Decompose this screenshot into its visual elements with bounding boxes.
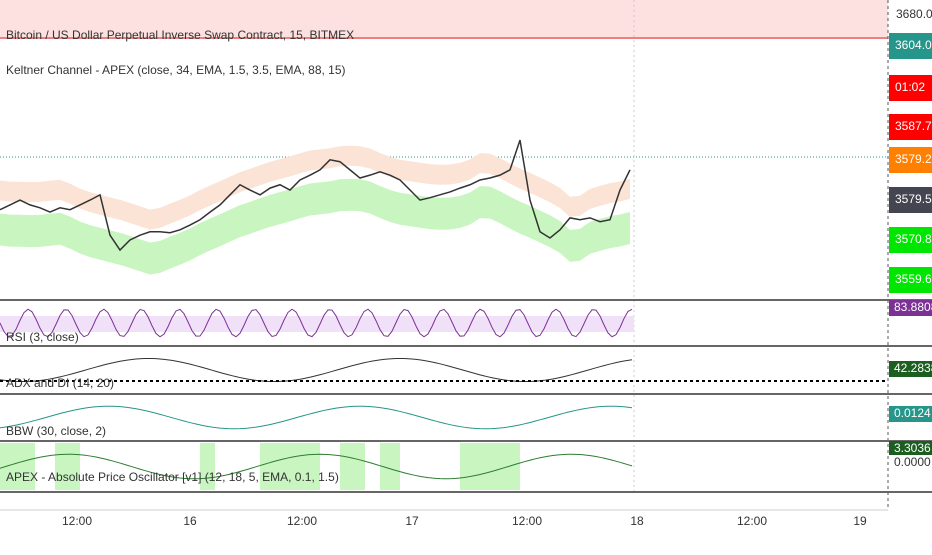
time-label: 12:00	[737, 514, 767, 528]
price-tag: 3587.7	[895, 119, 932, 133]
time-label: 19	[853, 514, 867, 528]
price-tag: 3604.0	[895, 38, 932, 52]
panel-tag-bg	[889, 455, 932, 471]
price-tag-bg	[889, 227, 932, 253]
price-tag-bg	[889, 75, 932, 101]
panel-tag-bg	[889, 406, 932, 422]
panel-tag: 3.3036	[894, 441, 931, 455]
indicator-label: Keltner Channel - APEX (close, 34, EMA, …	[6, 63, 346, 77]
panel-tag: 0.0000	[894, 455, 931, 469]
price-tag: 3570.8	[895, 232, 932, 246]
apex-zone	[260, 443, 320, 490]
price-tag: 3579.2	[895, 152, 932, 166]
panel-tag-bg	[889, 361, 932, 377]
panel-label: APEX - Absolute Price Oscillator [v1] (1…	[6, 470, 339, 484]
chart-title: Bitcoin / US Dollar Perpetual Inverse Sw…	[6, 28, 354, 42]
apex-zone	[380, 443, 400, 490]
price-tag-bg	[889, 147, 932, 173]
indicator-line	[0, 357, 633, 383]
panel-tag: 83.8808	[894, 300, 932, 314]
rsi-zone	[0, 316, 634, 332]
time-label: 18	[630, 514, 644, 528]
price-tag-bg	[889, 33, 932, 59]
time-label: 12:00	[287, 514, 317, 528]
price-line	[0, 139, 631, 252]
band	[0, 145, 630, 230]
price-tag: 3559.6	[895, 272, 932, 286]
time-label: 12:00	[512, 514, 542, 528]
band	[0, 178, 630, 275]
keltner-bands	[0, 145, 630, 275]
price-tag: 3579.5	[895, 192, 932, 206]
time-label: 17	[405, 514, 419, 528]
apex-zone	[510, 443, 520, 490]
price-top: 3680.0	[896, 7, 932, 21]
apex-zone	[55, 443, 80, 490]
indicator-line	[0, 308, 633, 338]
panel-tag: 0.0124	[894, 406, 931, 420]
price-tag: 01:02	[895, 80, 925, 94]
panel-label: ADX and DI (14, 20)	[6, 376, 114, 390]
panel-label: RSI (3, close)	[6, 330, 79, 344]
resistance-zone	[0, 0, 888, 38]
time-label: 16	[183, 514, 197, 528]
indicator-line	[0, 405, 633, 430]
indicator-line	[0, 453, 633, 480]
indicator-panels: RSI (3, close) 83.8808 ADX and DI (14, 20)…	[0, 299, 932, 490]
panel-tag-bg	[889, 300, 932, 316]
price-tag-bg	[889, 187, 932, 213]
panel-label: BBW (30, close, 2)	[6, 424, 106, 438]
panel-tag: 42.2838	[894, 361, 932, 375]
apex-zone	[340, 443, 365, 490]
price-tag-bg	[889, 114, 932, 140]
price-tag-bg	[889, 267, 932, 293]
time-label: 12:00	[62, 514, 92, 528]
panel-tag-bg	[889, 441, 932, 457]
